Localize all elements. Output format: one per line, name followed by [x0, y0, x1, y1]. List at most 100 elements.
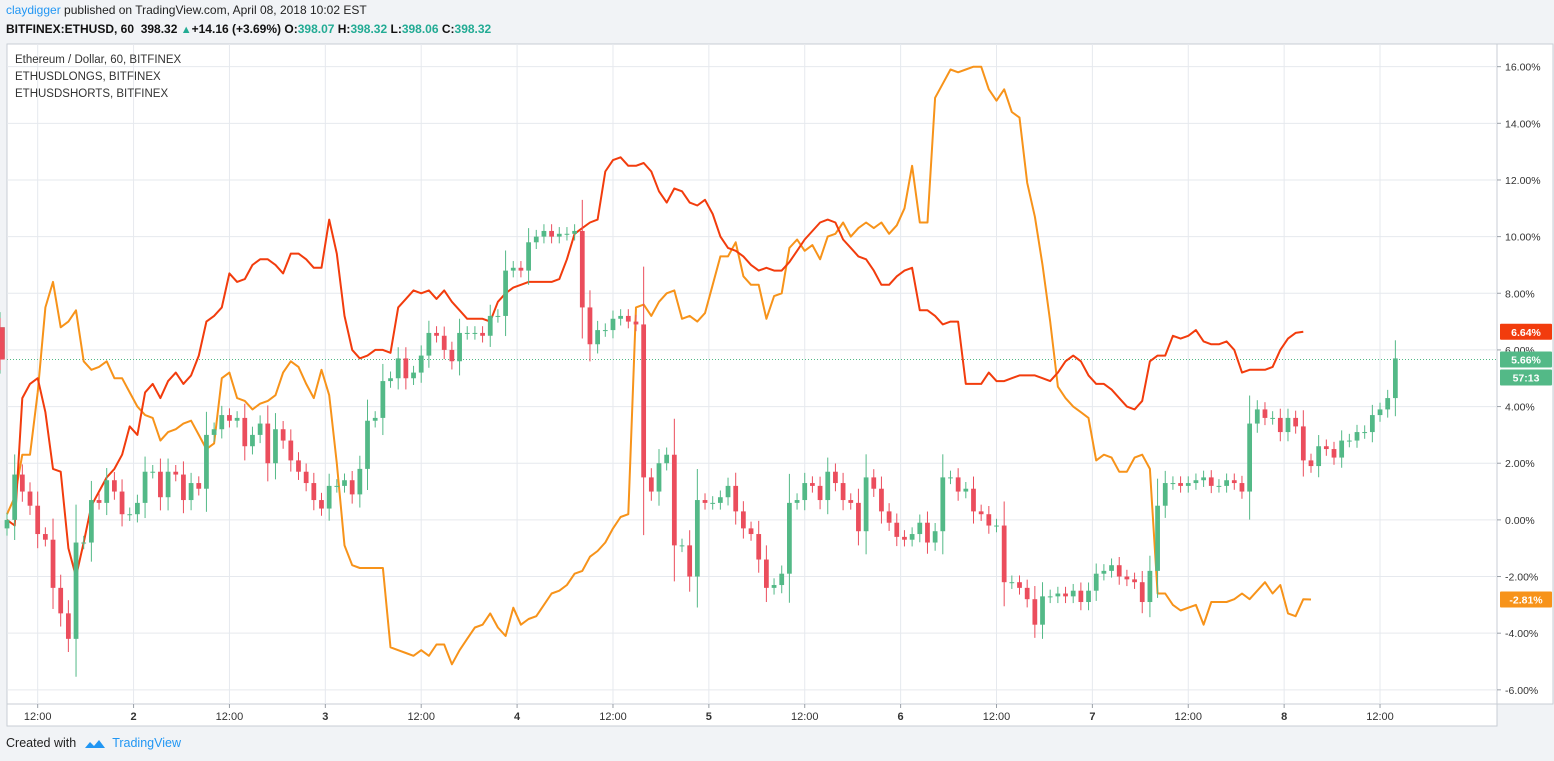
- y-tick-label: 0.00%: [1505, 515, 1535, 527]
- candle-body: [756, 534, 762, 560]
- y-tick-label: 10.00%: [1505, 232, 1541, 244]
- candle-body: [326, 485, 332, 509]
- candle-body: [158, 471, 163, 498]
- candle-body: [1208, 477, 1214, 486]
- candle-body: [1308, 460, 1314, 467]
- x-tick-label: 2: [131, 711, 137, 723]
- candle-body: [280, 429, 286, 441]
- candle-body: [449, 349, 455, 362]
- candle-body: [1392, 358, 1398, 399]
- candle-body: [395, 358, 401, 379]
- candle-body: [88, 500, 94, 543]
- candle-body: [1346, 440, 1352, 442]
- close-value: 398.32: [454, 22, 492, 36]
- candle-body: [112, 480, 117, 492]
- candle-body: [917, 522, 923, 535]
- candle-body: [349, 480, 355, 495]
- candle-body: [273, 429, 278, 464]
- x-axis-labels: 12:00 2 12:00 3 12:00 4 12:00 5 12:00 6 12:00 7 12:0…: [24, 704, 1394, 723]
- candle-body: [1254, 409, 1260, 424]
- low-label: L:: [390, 22, 402, 36]
- candle-body: [894, 522, 900, 537]
- candle-body: [388, 378, 393, 382]
- candle-body: [1300, 426, 1306, 461]
- longs-series: [6, 156, 1304, 578]
- candle-body: [932, 531, 938, 543]
- candle-body: [96, 500, 102, 503]
- candle-body: [487, 315, 493, 336]
- candle-body: [863, 477, 869, 532]
- tradingview-link[interactable]: TradingView: [112, 736, 181, 750]
- candle-body: [464, 332, 470, 334]
- author-link[interactable]: claydigger: [6, 3, 61, 17]
- candle-body: [204, 434, 209, 489]
- candle-body: [1132, 579, 1137, 583]
- candle-body: [694, 500, 700, 577]
- candle-body: [748, 528, 754, 535]
- candle-body: [1331, 449, 1337, 458]
- candle-body: [587, 307, 593, 345]
- candle-body: [978, 511, 984, 515]
- y-tick-label: 12.00%: [1505, 175, 1541, 187]
- legend-longs[interactable]: ETHUSDLONGS, BITFINEX: [15, 71, 161, 83]
- candle-body: [1109, 565, 1114, 571]
- candle-body: [556, 233, 562, 237]
- candle-body: [1293, 417, 1299, 427]
- x-tick-label: 12:00: [599, 711, 627, 723]
- legend-main[interactable]: Ethereum / Dollar, 60, BITFINEX: [15, 54, 182, 66]
- candle-body: [1009, 582, 1015, 584]
- candle-body: [135, 502, 140, 515]
- candle-body: [1063, 593, 1068, 597]
- candle-body: [1362, 432, 1368, 434]
- candle-body: [886, 511, 892, 523]
- candle-body: [725, 485, 731, 498]
- time-axis[interactable]: [6, 703, 1498, 727]
- candle-body: [810, 483, 815, 486]
- x-tick-label: 4: [514, 711, 521, 723]
- x-tick-label: 5: [706, 711, 712, 723]
- y-tick-label: 4.00%: [1505, 402, 1535, 414]
- candle-body: [1224, 480, 1229, 486]
- candle-body: [1277, 417, 1283, 433]
- candle-body: [81, 542, 87, 544]
- candle-body: [1147, 570, 1153, 603]
- candle-body: [733, 485, 739, 512]
- candle-body: [541, 230, 547, 237]
- candle-body: [994, 525, 999, 527]
- plot-area: [6, 43, 1498, 705]
- candle-body: [856, 502, 861, 532]
- x-tick-label: 12:00: [983, 711, 1011, 723]
- candle-body: [1231, 480, 1237, 484]
- legend-shorts[interactable]: ETHUSDSHORTS, BITFINEX: [15, 88, 169, 100]
- candle-body: [710, 502, 716, 504]
- candle-body: [12, 474, 18, 520]
- candle-body: [0, 341, 5, 360]
- symbol-label: BITFINEX:ETHUSD, 60: [6, 22, 135, 36]
- high-value: 398.32: [350, 22, 388, 36]
- high-label: H:: [337, 22, 351, 36]
- created-with-label: Created with: [6, 736, 77, 750]
- candle-body: [572, 230, 577, 234]
- candle-body: [664, 454, 670, 464]
- candle-body: [472, 332, 478, 334]
- candle-body: [1193, 480, 1199, 484]
- candle-body: [779, 573, 785, 586]
- candle-body: [319, 500, 324, 509]
- candle-body: [902, 536, 907, 540]
- candle-body: [679, 545, 685, 547]
- candle-body: [1124, 576, 1130, 580]
- candle-body: [656, 463, 662, 492]
- candle-body: [518, 267, 524, 271]
- candle-body: [1285, 417, 1291, 433]
- candle-body: [165, 471, 171, 498]
- candle-body: [1339, 440, 1345, 458]
- candle-body: [648, 477, 654, 492]
- x-tick-label: 7: [1089, 711, 1095, 723]
- candle-body: [625, 315, 631, 322]
- candle-body: [434, 332, 439, 336]
- shorts-line: [6, 65, 1312, 666]
- candle-body: [1086, 590, 1091, 603]
- candle-body: [717, 497, 723, 503]
- candle-body: [426, 332, 432, 356]
